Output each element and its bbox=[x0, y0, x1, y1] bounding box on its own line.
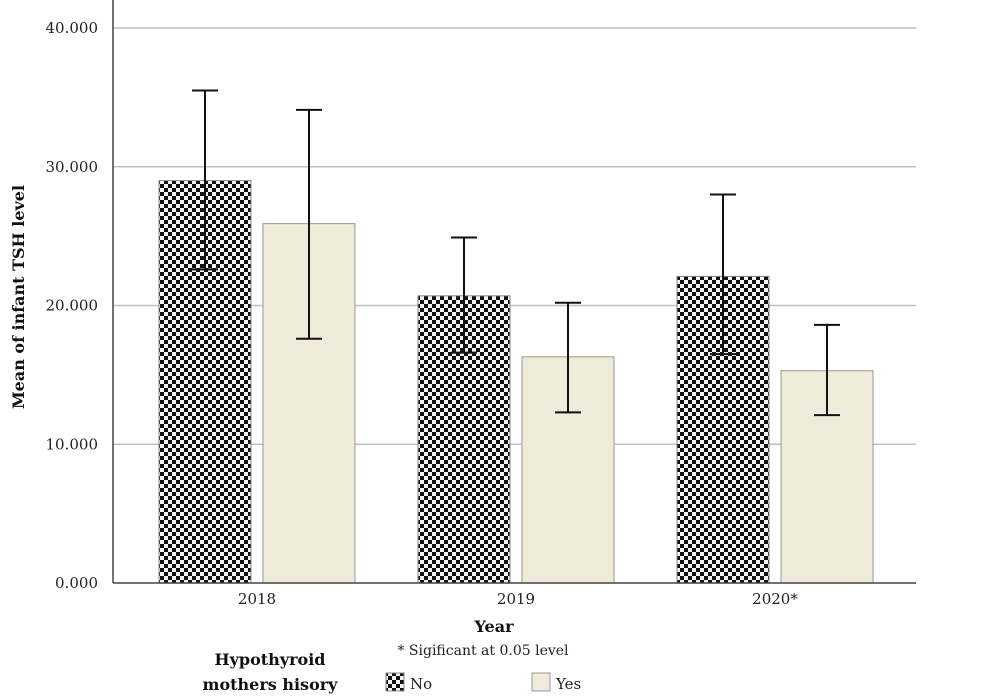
error-bar bbox=[555, 301, 581, 414]
y-tick-labels: 0.000 10.000 20.000 30.000 40.000 bbox=[46, 19, 99, 592]
y-tick-label: 10.000 bbox=[46, 435, 99, 453]
legend: Hypothyroid mothers hisory No Yes bbox=[203, 650, 582, 694]
significance-note: * Sigificant at 0.05 level bbox=[397, 643, 569, 659]
bars bbox=[158, 180, 874, 584]
error-bar bbox=[451, 236, 477, 354]
legend-label-yes: Yes bbox=[555, 675, 581, 693]
axes bbox=[112, 0, 916, 584]
x-tick-label: 2020* bbox=[752, 590, 798, 608]
x-tick-label: 2019 bbox=[497, 590, 535, 608]
error-bar bbox=[192, 89, 218, 271]
legend-swatch-yes bbox=[531, 672, 551, 692]
error-bar bbox=[710, 193, 736, 356]
y-tick-label: 30.000 bbox=[46, 158, 99, 176]
y-tick-label: 40.000 bbox=[46, 19, 99, 37]
legend-swatch-no bbox=[385, 672, 405, 692]
error-bar bbox=[296, 108, 322, 340]
legend-label-no: No bbox=[410, 675, 432, 693]
y-axis-title: Mean of infant TSH level bbox=[9, 185, 28, 409]
error-bars bbox=[192, 89, 840, 417]
legend-title-line2: mothers hisory bbox=[203, 675, 339, 694]
x-axis-title: Year bbox=[473, 617, 514, 636]
x-tick-label: 2018 bbox=[238, 590, 276, 608]
error-bar bbox=[814, 323, 840, 417]
y-tick-label: 0.000 bbox=[55, 574, 98, 592]
x-tick-labels: 2018 2019 2020* bbox=[238, 590, 798, 608]
y-tick-label: 20.000 bbox=[46, 297, 99, 315]
legend-title-line1: Hypothyroid bbox=[215, 650, 326, 669]
